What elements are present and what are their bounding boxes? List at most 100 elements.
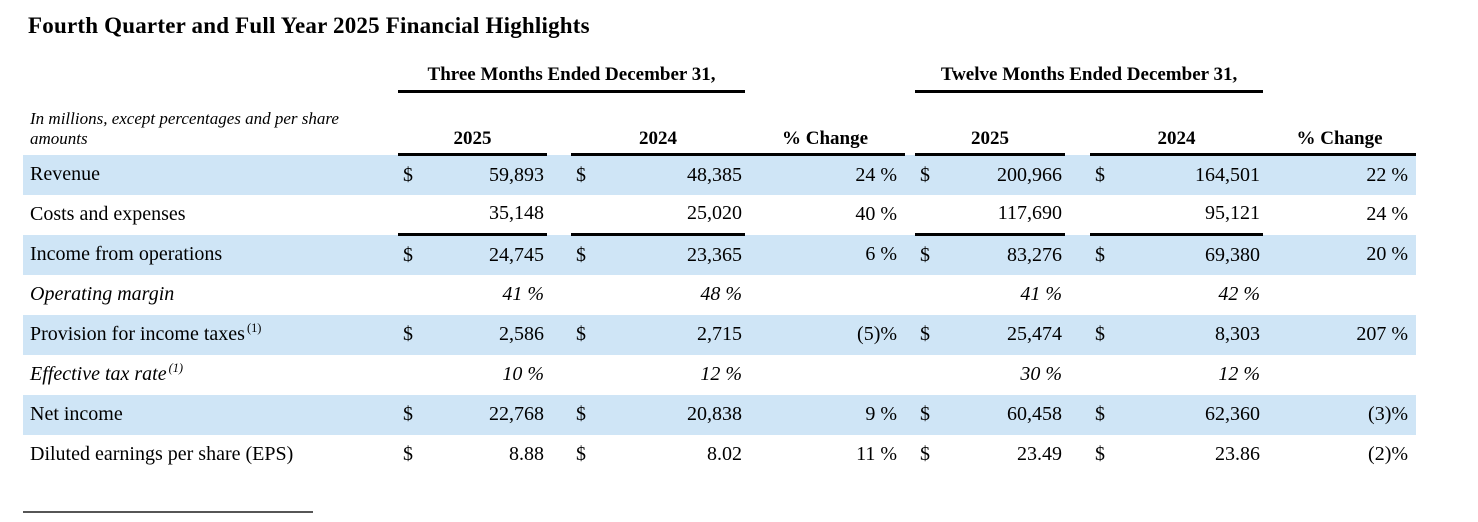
column-spacer — [1065, 92, 1090, 155]
footnote-marker: (1) — [246, 321, 262, 336]
currency-symbol: $ — [920, 323, 931, 346]
units-note: In millions, except percentages and per … — [23, 92, 398, 155]
group-gap — [905, 56, 915, 92]
row-label-text: Costs and expenses — [30, 203, 186, 226]
column-spacer — [547, 315, 571, 355]
value-fy-2024: 12 % — [1218, 363, 1261, 386]
currency-symbol — [1090, 275, 1116, 315]
column-spacer — [1065, 355, 1090, 395]
value-fy-2025: 30 % — [1020, 363, 1063, 386]
value-fy-2025: 200,966 — [997, 163, 1063, 186]
currency-symbol: $ — [403, 323, 413, 346]
value-tm-2025: 59,893 — [489, 163, 544, 186]
row-operating-margin: Operating margin 41 % 48 % 41 % 42 % — [23, 275, 1416, 315]
row-diluted-eps: Diluted earnings per share (EPS) $ 8.88 … — [23, 435, 1416, 475]
currency-symbol: $ — [576, 323, 586, 346]
page-title: Fourth Quarter and Full Year 2025 Financ… — [28, 13, 590, 38]
group-gap — [905, 315, 915, 355]
currency-symbol: $ — [576, 163, 586, 186]
currency-symbol: $ — [920, 403, 931, 426]
value-fy-2025: 25,474 — [1007, 323, 1063, 346]
value-tm-2025: 24,745 — [489, 243, 544, 266]
value-tm-2024: 12 % — [700, 363, 743, 386]
column-spacer — [547, 435, 571, 475]
currency-symbol: $ — [576, 403, 586, 426]
column-spacer — [1065, 235, 1090, 275]
row-costs-and-expenses: Costs and expenses 35,148 25,020 40 % 11… — [23, 194, 1416, 237]
group-gap — [905, 435, 915, 475]
value-tm-2024: 48,385 — [687, 163, 743, 186]
currency-symbol — [398, 275, 424, 315]
value-fy-2025: 60,458 — [1007, 403, 1063, 426]
units-note-text: In millions, except percentages and per … — [30, 108, 339, 148]
value-fy-2025: 83,276 — [1007, 243, 1063, 266]
group-header-three-months: Three Months Ended December 31, — [398, 55, 746, 94]
col-header-tm-change: % Change — [745, 91, 906, 157]
value-tm-2025: 35,148 — [424, 194, 547, 237]
value-tm-2025: 2,586 — [499, 323, 544, 346]
value-fy-2024: 164,501 — [1195, 163, 1261, 186]
footnote-divider — [23, 510, 313, 513]
value-tm-2025: 10 % — [502, 363, 544, 386]
empty-header-cell — [1263, 56, 1416, 92]
row-label: Effective tax rate (1) — [23, 355, 398, 395]
row-label-text: Provision for income taxes — [30, 323, 245, 346]
column-spacer — [547, 395, 571, 435]
value-tm-2024: 2,715 — [697, 323, 743, 346]
row-income-from-operations: Income from operations $ 24,745 $ 23,365… — [23, 234, 1417, 275]
value-tm-2025: 8.88 — [509, 443, 544, 466]
value-tm-2025: 22,768 — [489, 403, 544, 426]
value-fy-change: 20 % — [1366, 243, 1409, 266]
value-fy-2024: 8,303 — [1215, 323, 1261, 346]
currency-symbol — [398, 194, 424, 237]
footnote-marker — [186, 201, 188, 215]
footnote-marker — [222, 241, 224, 255]
row-label: Costs and expenses — [23, 195, 398, 235]
currency-symbol — [915, 275, 941, 315]
group-gap — [905, 195, 915, 235]
value-fy-2025: 41 % — [1020, 283, 1063, 306]
currency-symbol — [915, 355, 941, 395]
column-spacer — [547, 155, 571, 195]
column-spacer — [1065, 435, 1090, 475]
row-label-text: Diluted earnings per share (EPS) — [30, 443, 294, 466]
currency-symbol — [1090, 194, 1117, 237]
currency-symbol: $ — [920, 243, 931, 266]
group-header-twelve-months: Twelve Months Ended December 31, — [915, 55, 1264, 94]
row-revenue: Revenue $ 59,893 $ 48,385 24 % $ 200,966… — [23, 154, 1417, 195]
currency-symbol — [571, 194, 597, 237]
row-net-income: Net income $ 22,768 $ 20,838 9 % $ 60,45… — [23, 394, 1417, 435]
row-label: Diluted earnings per share (EPS) — [23, 435, 398, 475]
value-tm-change: 6 % — [865, 243, 898, 266]
value-fy-change: 207 % — [1356, 323, 1409, 346]
col-header-tm-2024: 2024 — [571, 91, 746, 157]
row-label: Income from operations — [23, 235, 398, 275]
value-fy-2024: 23.86 — [1215, 443, 1261, 466]
group-gap — [905, 395, 915, 435]
group-gap — [905, 235, 915, 275]
currency-symbol: $ — [403, 163, 413, 186]
value-fy-2024: 62,360 — [1205, 403, 1261, 426]
value-fy-2025: 23.49 — [1017, 443, 1063, 466]
row-label: Net income — [23, 395, 398, 435]
column-spacer — [1065, 315, 1090, 355]
row-provision-for-income-taxes: Provision for income taxes (1) $ 2,586 $ … — [23, 314, 1417, 355]
value-tm-2024: 20,838 — [687, 403, 743, 426]
currency-symbol: $ — [1095, 403, 1106, 426]
group-header-row: Three Months Ended December 31, Twelve M… — [23, 55, 1416, 94]
value-fy-change — [1263, 275, 1416, 315]
value-tm-change: 40 % — [855, 203, 898, 226]
footnote-marker — [100, 161, 102, 175]
row-label-text: Net income — [30, 403, 123, 426]
currency-symbol: $ — [1095, 243, 1106, 266]
value-tm-change: 9 % — [865, 403, 898, 426]
column-spacer — [1065, 195, 1090, 235]
currency-symbol: $ — [1095, 323, 1106, 346]
currency-symbol: $ — [403, 443, 413, 466]
value-fy-change — [1263, 355, 1416, 395]
value-fy-change: 22 % — [1366, 163, 1409, 186]
column-spacer — [547, 195, 571, 235]
row-label-text: Revenue — [30, 163, 100, 186]
currency-symbol: $ — [1095, 443, 1106, 466]
